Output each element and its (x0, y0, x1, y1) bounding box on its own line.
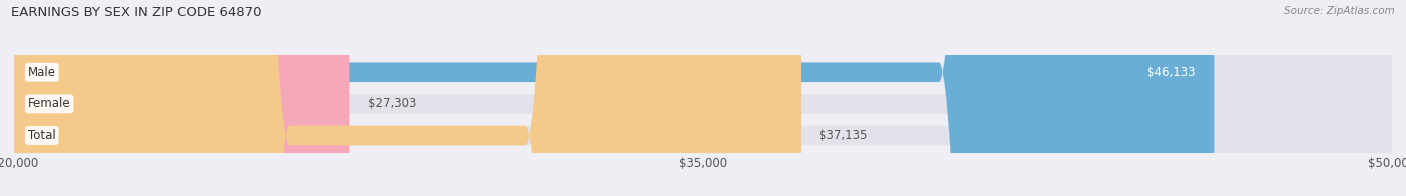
FancyBboxPatch shape (14, 0, 801, 196)
Text: $46,133: $46,133 (1147, 66, 1197, 79)
Text: Female: Female (28, 97, 70, 110)
FancyBboxPatch shape (14, 0, 1392, 196)
Text: Male: Male (28, 66, 56, 79)
Text: Total: Total (28, 129, 56, 142)
FancyBboxPatch shape (14, 0, 1215, 196)
Text: $27,303: $27,303 (368, 97, 416, 110)
FancyBboxPatch shape (14, 0, 350, 196)
Text: EARNINGS BY SEX IN ZIP CODE 64870: EARNINGS BY SEX IN ZIP CODE 64870 (11, 6, 262, 19)
FancyBboxPatch shape (14, 0, 1392, 196)
FancyBboxPatch shape (14, 0, 1392, 196)
Text: $37,135: $37,135 (820, 129, 868, 142)
Text: Source: ZipAtlas.com: Source: ZipAtlas.com (1284, 6, 1395, 16)
